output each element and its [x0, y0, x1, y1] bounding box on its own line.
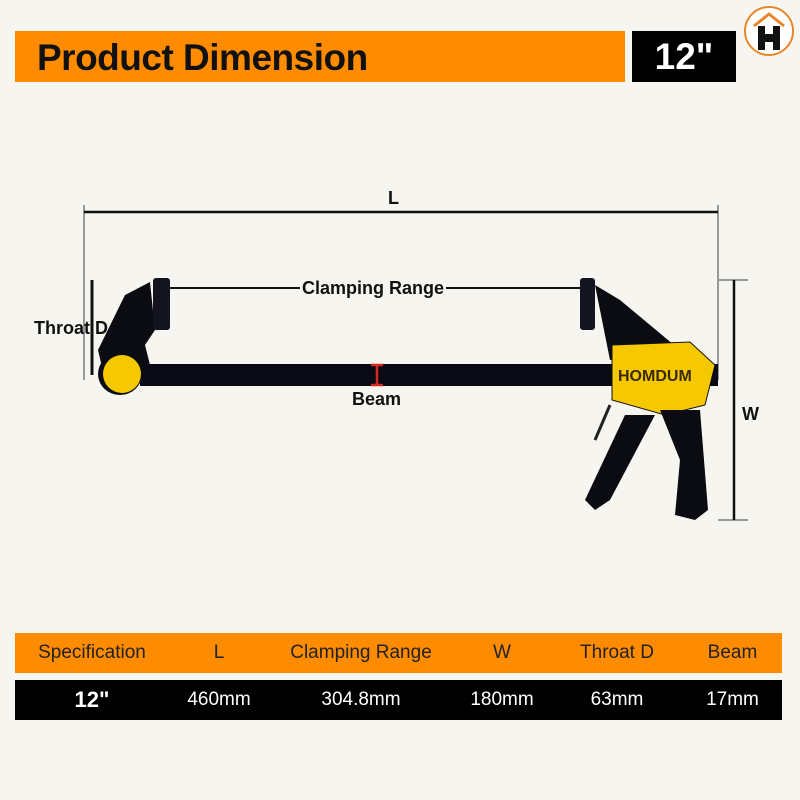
header-clamping-range: Clamping Range [290, 642, 432, 663]
clamping-range-label: Clamping Range [300, 278, 447, 299]
cell-beam: 17mm [706, 689, 759, 710]
cell-spec: 12" [74, 687, 110, 712]
length-label: L [388, 188, 399, 208]
house-h-icon [744, 6, 794, 56]
table-header-row: Specification L Clamping Range W Throat … [15, 633, 782, 673]
header-beam: Beam [707, 642, 758, 663]
brand-logo: HOMDUM [618, 368, 692, 385]
header-throat-d: Throat D [580, 642, 654, 663]
cell-l: 460mm [187, 689, 251, 710]
clamp-tool [98, 278, 718, 520]
beam-marker [371, 363, 383, 387]
beam-label: Beam [352, 389, 402, 409]
throat-depth-label: Throat D [34, 318, 108, 338]
header-w: W [493, 642, 511, 663]
length-dimension-line [83, 205, 719, 380]
spec-table: Specification L Clamping Range W Throat … [15, 633, 782, 720]
header-specification: Specification [38, 642, 146, 663]
page-title: Product Dimension [37, 37, 368, 78]
title-banner: Product Dimension [15, 31, 625, 82]
cell-w: 180mm [470, 689, 534, 710]
cell-throat-d: 63mm [590, 689, 644, 710]
cell-clamping-range: 304.8mm [321, 689, 401, 710]
header-l: L [213, 642, 225, 663]
size-badge: 12" [632, 31, 736, 82]
width-dimension-line [718, 279, 748, 521]
table-row: 12" 460mm 304.8mm 180mm 63mm 17mm [15, 680, 782, 720]
clamp-diagram [83, 205, 748, 521]
width-label: W [742, 404, 759, 424]
